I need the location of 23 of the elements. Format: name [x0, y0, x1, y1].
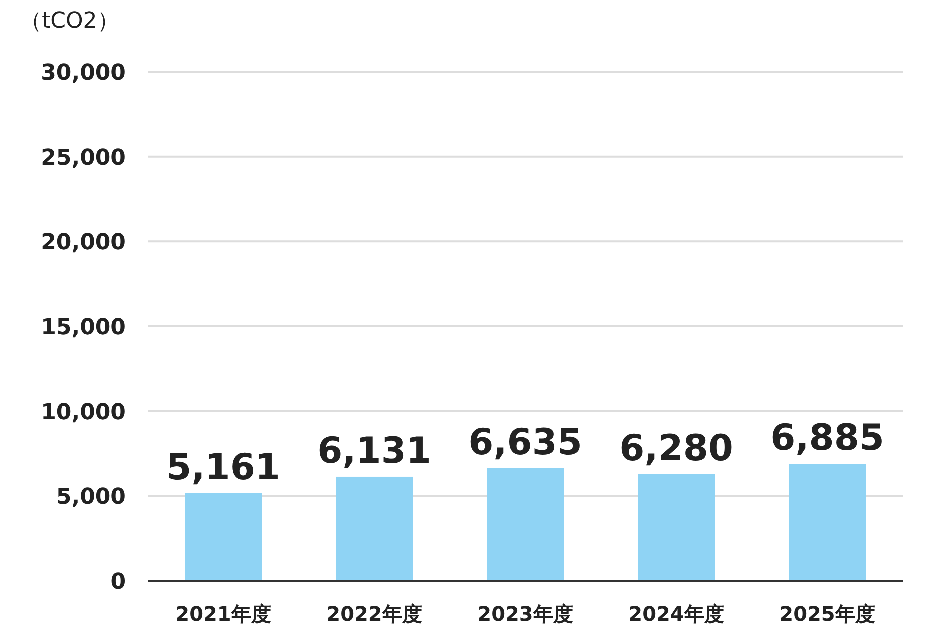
data-label: 6,280 [620, 428, 734, 470]
data-label: 6,131 [318, 430, 432, 472]
y-tick-label: 5,000 [56, 485, 126, 510]
y-tick-label: 10,000 [41, 400, 126, 426]
bar [638, 474, 716, 581]
data-label: 6,885 [770, 418, 884, 460]
y-tick-label: 0 [110, 570, 126, 595]
x-tick-label: 2023年度 [478, 602, 574, 626]
x-tick-label: 2022年度 [326, 602, 422, 626]
y-tick-label: 25,000 [41, 146, 126, 171]
x-tick-label: 2021年度 [176, 602, 272, 626]
data-label: 5,161 [166, 447, 280, 488]
y-tick-label: 30,000 [41, 61, 126, 86]
bar [788, 464, 866, 581]
y-tick-label: 15,000 [41, 316, 126, 340]
data-label: 6,635 [468, 422, 582, 464]
x-tick-label: 2024年度 [628, 602, 724, 626]
bar [486, 468, 564, 581]
y-axis-title: （tCO2） [20, 9, 120, 34]
bar [184, 493, 262, 581]
bar [336, 476, 414, 581]
x-tick-label: 2025年度 [780, 602, 876, 626]
y-tick-label: 20,000 [41, 230, 126, 256]
